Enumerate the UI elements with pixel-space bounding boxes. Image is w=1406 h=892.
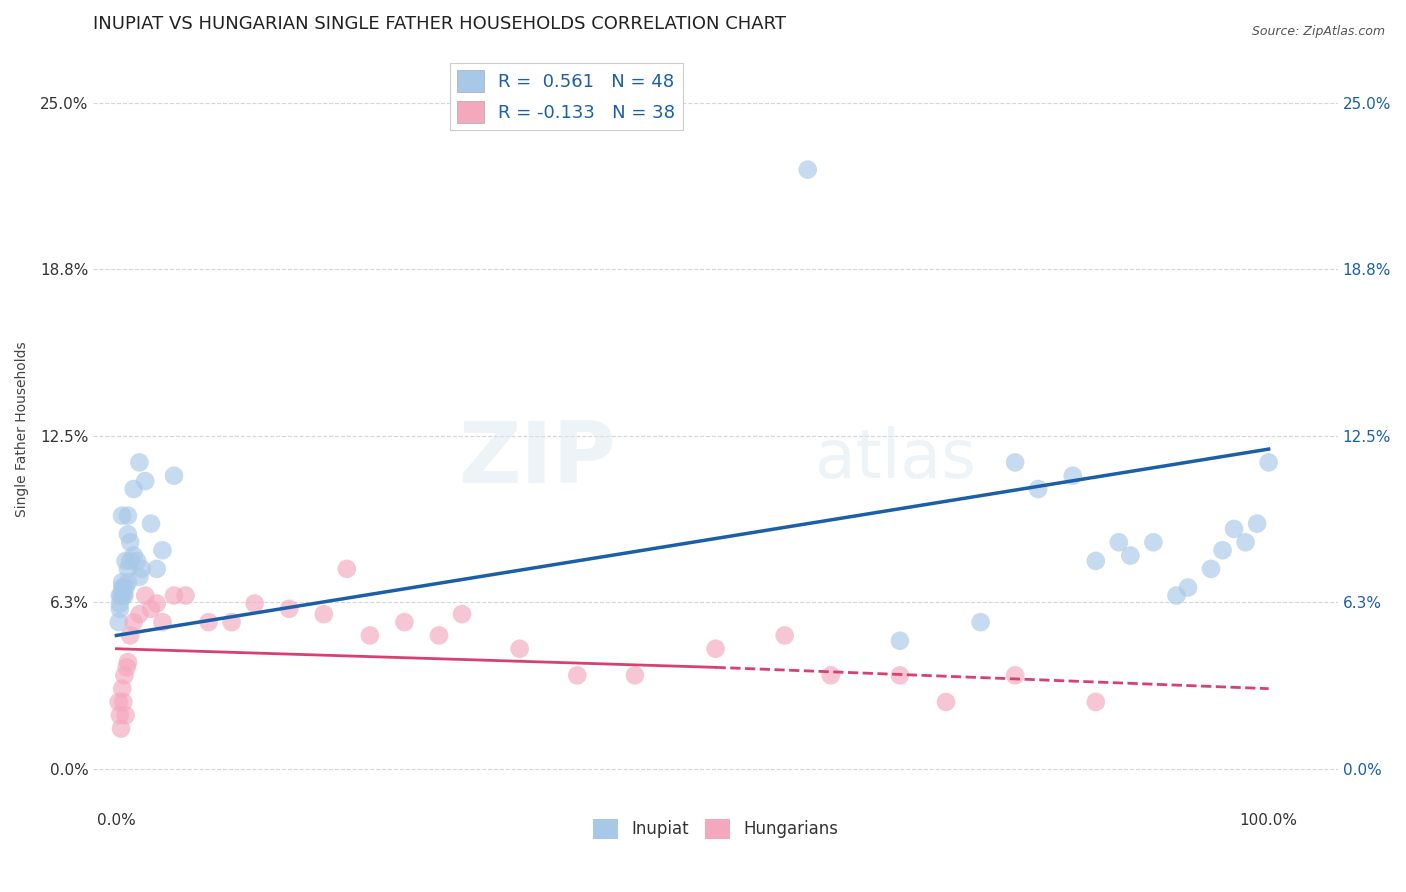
Point bbox=[107, 695, 129, 709]
Point bbox=[152, 615, 174, 629]
Point bbox=[114, 581, 136, 595]
Point bbox=[394, 615, 416, 629]
Point bbox=[111, 581, 134, 595]
Point bbox=[163, 589, 186, 603]
Point bbox=[117, 575, 139, 590]
Point bbox=[134, 474, 156, 488]
Point bbox=[969, 615, 991, 629]
Point bbox=[174, 589, 197, 603]
Point bbox=[117, 508, 139, 523]
Point bbox=[114, 554, 136, 568]
Point bbox=[1257, 455, 1279, 469]
Point bbox=[115, 660, 138, 674]
Point bbox=[112, 581, 135, 595]
Point bbox=[120, 628, 142, 642]
Point bbox=[1062, 468, 1084, 483]
Point bbox=[145, 562, 167, 576]
Point bbox=[108, 708, 131, 723]
Point bbox=[1004, 668, 1026, 682]
Point bbox=[122, 549, 145, 563]
Point bbox=[243, 597, 266, 611]
Point bbox=[1004, 455, 1026, 469]
Point bbox=[427, 628, 450, 642]
Point bbox=[108, 597, 131, 611]
Point bbox=[163, 468, 186, 483]
Point bbox=[336, 562, 359, 576]
Text: ZIP: ZIP bbox=[458, 418, 616, 501]
Point bbox=[127, 554, 149, 568]
Point bbox=[131, 562, 153, 576]
Point bbox=[139, 516, 162, 531]
Point bbox=[889, 633, 911, 648]
Point bbox=[509, 641, 531, 656]
Point bbox=[889, 668, 911, 682]
Point bbox=[111, 575, 134, 590]
Text: INUPIAT VS HUNGARIAN SINGLE FATHER HOUSEHOLDS CORRELATION CHART: INUPIAT VS HUNGARIAN SINGLE FATHER HOUSE… bbox=[93, 15, 786, 33]
Point bbox=[624, 668, 647, 682]
Point bbox=[107, 615, 129, 629]
Point bbox=[111, 508, 134, 523]
Point bbox=[112, 695, 135, 709]
Point bbox=[1246, 516, 1268, 531]
Point bbox=[110, 589, 132, 603]
Point bbox=[122, 482, 145, 496]
Point bbox=[1084, 695, 1107, 709]
Point bbox=[112, 589, 135, 603]
Point bbox=[128, 607, 150, 621]
Point bbox=[114, 589, 136, 603]
Point bbox=[935, 695, 957, 709]
Point bbox=[134, 589, 156, 603]
Point bbox=[108, 602, 131, 616]
Point bbox=[1177, 581, 1199, 595]
Point bbox=[117, 562, 139, 576]
Point bbox=[1212, 543, 1234, 558]
Point bbox=[1119, 549, 1142, 563]
Point bbox=[1223, 522, 1246, 536]
Point bbox=[1166, 589, 1188, 603]
Point bbox=[1026, 482, 1049, 496]
Point bbox=[1108, 535, 1130, 549]
Point bbox=[773, 628, 796, 642]
Point bbox=[128, 570, 150, 584]
Point bbox=[128, 455, 150, 469]
Point bbox=[704, 641, 727, 656]
Point bbox=[567, 668, 589, 682]
Point bbox=[451, 607, 474, 621]
Point bbox=[197, 615, 219, 629]
Point bbox=[359, 628, 381, 642]
Y-axis label: Single Father Households: Single Father Households bbox=[15, 342, 30, 517]
Point bbox=[117, 655, 139, 669]
Point bbox=[114, 668, 136, 682]
Point bbox=[1199, 562, 1222, 576]
Point bbox=[114, 708, 136, 723]
Text: atlas: atlas bbox=[815, 426, 976, 492]
Point bbox=[152, 543, 174, 558]
Point bbox=[221, 615, 243, 629]
Point bbox=[145, 597, 167, 611]
Point bbox=[820, 668, 842, 682]
Point bbox=[1234, 535, 1257, 549]
Point bbox=[120, 554, 142, 568]
Point bbox=[278, 602, 301, 616]
Point bbox=[1142, 535, 1164, 549]
Point bbox=[110, 722, 132, 736]
Point bbox=[122, 615, 145, 629]
Text: Source: ZipAtlas.com: Source: ZipAtlas.com bbox=[1251, 25, 1385, 38]
Point bbox=[1084, 554, 1107, 568]
Point bbox=[120, 535, 142, 549]
Point bbox=[111, 681, 134, 696]
Point bbox=[139, 602, 162, 616]
Legend: Inupiat, Hungarians: Inupiat, Hungarians bbox=[586, 812, 845, 846]
Point bbox=[117, 527, 139, 541]
Point bbox=[108, 589, 131, 603]
Point bbox=[796, 162, 818, 177]
Point bbox=[312, 607, 335, 621]
